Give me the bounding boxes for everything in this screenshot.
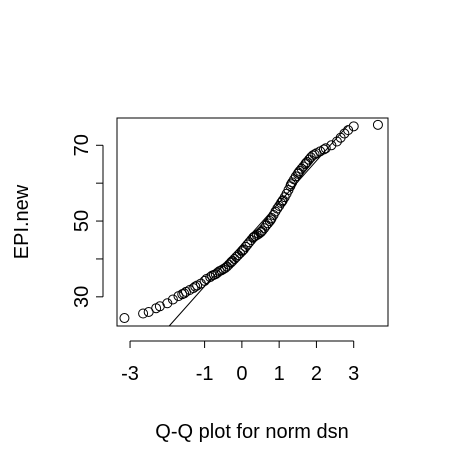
qq-point [162, 298, 173, 309]
qq-point [262, 218, 273, 229]
reference-line-layer [168, 124, 349, 327]
qq-point [289, 174, 300, 185]
qq-point [372, 119, 383, 130]
qq-point [253, 228, 264, 239]
y-tick-label: 50 [71, 210, 93, 232]
qq-point [256, 226, 267, 237]
qq-point [339, 128, 350, 139]
qq-point [343, 125, 354, 136]
qq-point [179, 288, 190, 299]
qq-point [208, 269, 219, 280]
x-tick-label: 2 [311, 363, 322, 385]
qq-point [331, 136, 342, 147]
y-tick-label: 70 [71, 134, 93, 156]
qq-point [265, 214, 276, 225]
x-tick-label: -3 [121, 363, 139, 385]
qq-point [227, 255, 238, 266]
qq-point [286, 179, 297, 190]
qq-point [225, 257, 236, 268]
qq-point [300, 158, 311, 169]
qq-point [167, 294, 178, 305]
qq-point [320, 143, 331, 154]
y-tick-label: 30 [71, 286, 93, 308]
qq-point [199, 275, 210, 286]
plot-frame [116, 117, 389, 327]
qq-point [226, 256, 237, 267]
y-axis: 30 50 70 [71, 134, 104, 308]
qq-point [326, 140, 337, 151]
x-tick-label: 3 [348, 363, 359, 385]
qq-point [264, 216, 275, 227]
x-axis-title: Q-Q plot for norm dsn [155, 421, 348, 443]
qq-point [270, 206, 281, 217]
qq-point [277, 196, 288, 207]
qq-point [138, 308, 149, 319]
qq-point [309, 149, 320, 160]
qq-point [223, 259, 234, 270]
qq-point [276, 197, 287, 208]
qq-point [235, 248, 246, 259]
qq-point [246, 234, 257, 245]
qq-point [272, 203, 283, 214]
qq-point [229, 253, 240, 264]
qq-reference-line [168, 124, 349, 327]
qq-point [293, 167, 304, 178]
qq-point [318, 144, 329, 155]
x-tick-label: 0 [236, 363, 247, 385]
qq-point [190, 281, 201, 292]
points-layer [119, 119, 383, 324]
x-axis: -3 -1 0 1 2 3 [121, 340, 359, 385]
qq-point [119, 313, 130, 324]
x-tick-label: -1 [196, 363, 214, 385]
qq-point [237, 245, 248, 256]
qq-point [216, 265, 227, 276]
x-tick-label: 1 [274, 363, 285, 385]
qq-point [154, 301, 165, 312]
qq-point [248, 231, 259, 242]
y-axis-title: EPI.new [11, 184, 33, 259]
qq-point [348, 121, 359, 132]
qq-point [287, 177, 298, 188]
